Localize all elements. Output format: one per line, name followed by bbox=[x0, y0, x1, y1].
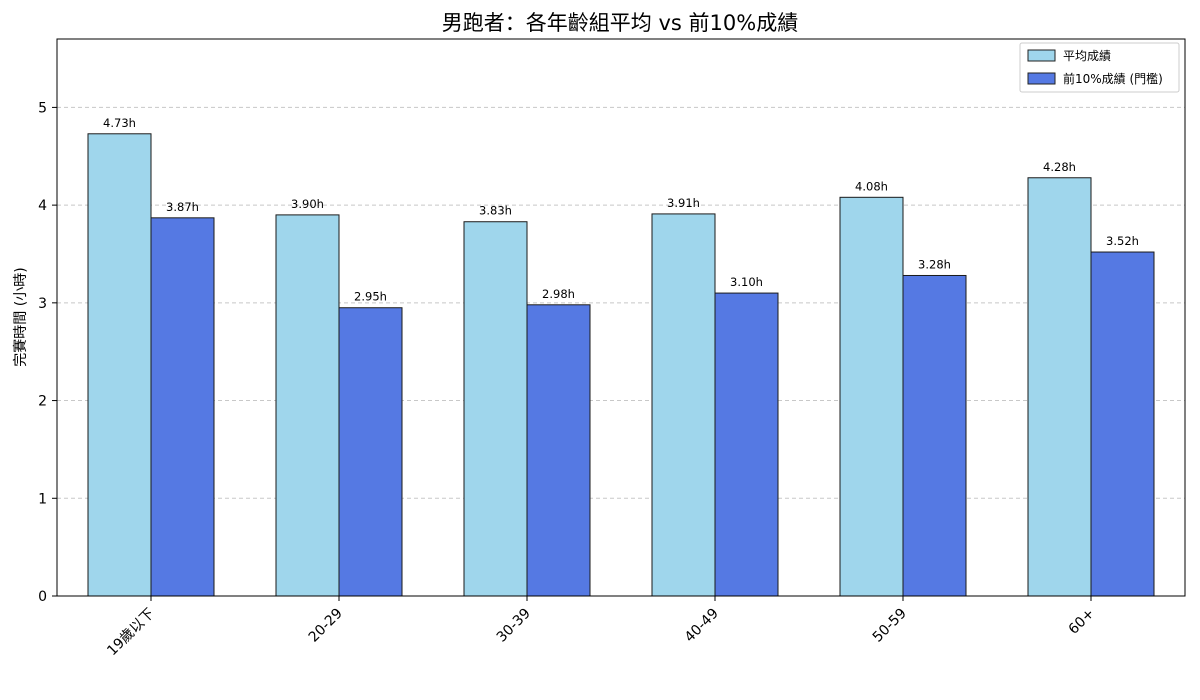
y-tick-label: 2 bbox=[38, 394, 47, 410]
data-label: 3.52h bbox=[1106, 234, 1139, 248]
data-label: 4.73h bbox=[103, 116, 136, 130]
bar-average bbox=[1027, 177, 1092, 597]
bar-average bbox=[651, 213, 716, 597]
x-tick-label: 60+ bbox=[1066, 606, 1098, 638]
y-tick-label: 1 bbox=[38, 491, 47, 507]
legend-swatch-average bbox=[1027, 49, 1056, 62]
x-tick-label: 20-29 bbox=[306, 606, 346, 646]
data-label: 3.28h bbox=[918, 257, 951, 271]
bars bbox=[87, 133, 1155, 597]
data-label: 3.87h bbox=[166, 200, 199, 214]
data-label: 3.10h bbox=[730, 275, 763, 289]
data-label: 3.83h bbox=[479, 204, 512, 218]
legend-label-top10: 前10%成績 (門檻) bbox=[1063, 71, 1163, 86]
bar-top10 bbox=[714, 292, 779, 597]
bar-average bbox=[87, 133, 152, 597]
data-label: 4.08h bbox=[855, 179, 888, 193]
x-tick-label: 19歲以下 bbox=[104, 606, 158, 660]
y-tick-label: 4 bbox=[38, 198, 47, 214]
bar-top10 bbox=[902, 274, 967, 597]
data-label: 4.28h bbox=[1043, 160, 1076, 174]
y-tick-label: 3 bbox=[38, 296, 47, 312]
bar-top10 bbox=[526, 304, 591, 597]
grid-lines bbox=[57, 106, 1185, 499]
legend-frame bbox=[1019, 42, 1180, 93]
y-axis-label: 完賽時間 (小時) bbox=[12, 267, 29, 366]
legend-swatch-top10 bbox=[1027, 72, 1056, 85]
chart-title: 男跑者：各年齡組平均 vs 前10%成績 bbox=[442, 11, 798, 35]
y-tick-label: 0 bbox=[38, 589, 47, 605]
bar-average bbox=[463, 221, 528, 597]
data-label: 2.98h bbox=[542, 287, 575, 301]
y-tick-label: 5 bbox=[38, 100, 47, 116]
legend: 平均成績 前10%成績 (門檻) bbox=[1019, 42, 1180, 93]
data-label: 3.91h bbox=[667, 196, 700, 210]
x-tick-label: 50-59 bbox=[870, 606, 910, 646]
plot-frame bbox=[56, 38, 1186, 597]
x-tick-label: 40-49 bbox=[682, 606, 722, 646]
data-labels: 4.73h 3.87h 3.90h 2.95h 3.83h 2.98h 3.91h 3.10h… bbox=[103, 116, 1139, 304]
data-label: 2.95h bbox=[354, 290, 387, 304]
bar-top10 bbox=[1090, 251, 1155, 597]
data-label: 3.90h bbox=[291, 197, 324, 211]
bar-top10 bbox=[338, 307, 403, 597]
bar-average bbox=[839, 196, 904, 597]
x-tick-label: 30-39 bbox=[494, 606, 534, 646]
bar-average bbox=[275, 214, 340, 597]
legend-label-average: 平均成績 bbox=[1063, 49, 1111, 63]
bar-top10 bbox=[150, 217, 215, 597]
